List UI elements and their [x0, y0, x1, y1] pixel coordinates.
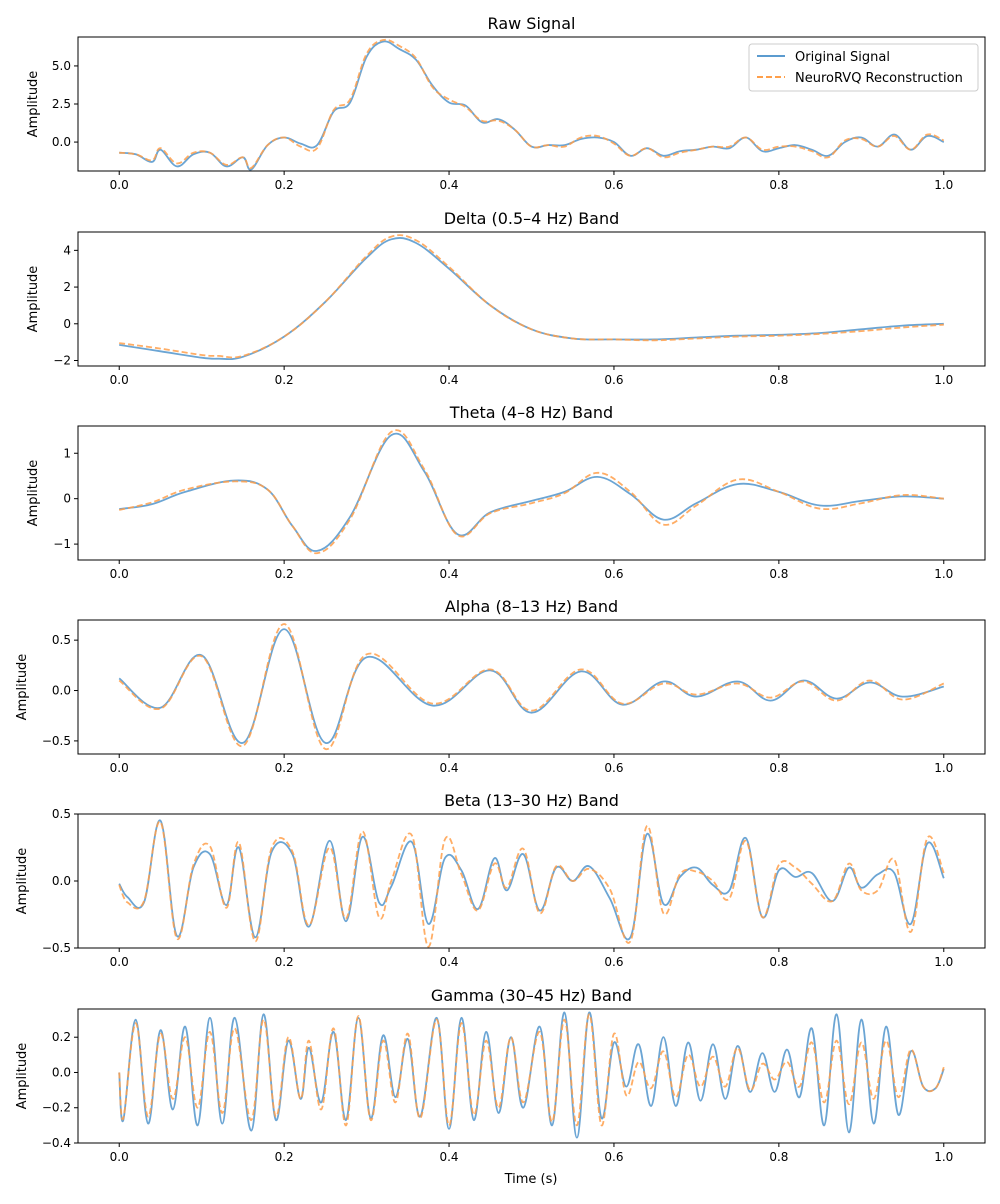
x-tick-label: 0.8 — [769, 955, 788, 969]
y-tick-label: 1 — [63, 446, 71, 460]
y-tick-label: 0.0 — [52, 874, 71, 888]
series-group — [119, 38, 945, 171]
x-tick-label: 0.0 — [110, 955, 129, 969]
y-axis-label: Amplitude — [15, 654, 30, 721]
x-tick-label: 1.0 — [934, 761, 953, 775]
x-tick-label: 0.2 — [275, 178, 294, 192]
x-tick-label: 0.4 — [439, 373, 458, 387]
x-tick-label: 0.4 — [439, 955, 458, 969]
series-reconstruction-line — [119, 234, 944, 359]
x-tick-label: 0.2 — [275, 373, 294, 387]
series-group — [118, 623, 945, 750]
panel-beta: Beta (13–30 Hz) Band Amplitude 0.0 0.2 0.4 0.… — [15, 791, 986, 969]
y-tick-label: −0.5 — [42, 941, 71, 955]
series-original-line — [118, 628, 945, 744]
y-tick-label: 4 — [63, 243, 71, 257]
x-tick-label: 0.4 — [439, 567, 458, 581]
panel-title: Gamma (30–45 Hz) Band — [431, 986, 632, 1005]
panel-theta: Theta (4–8 Hz) Band Amplitude 0.0 0.2 0.4 0.6… — [26, 403, 986, 581]
x-tick-label: 1.0 — [934, 955, 953, 969]
series-group — [118, 819, 945, 948]
x-tick-label: 0.6 — [604, 761, 623, 775]
axes-frame — [77, 619, 986, 755]
y-tick-label: 0.5 — [52, 807, 71, 821]
x-tick-label: 0.6 — [604, 1150, 623, 1164]
axes-frame — [77, 231, 986, 367]
y-tick-label: 0.0 — [52, 1065, 71, 1079]
series-original-line — [118, 819, 945, 941]
x-tick-label: 0.4 — [439, 1150, 458, 1164]
series-group — [118, 429, 944, 555]
series-reconstruction-line — [118, 623, 945, 750]
y-tick-label: −0.4 — [42, 1136, 71, 1150]
y-tick-label: −0.5 — [42, 734, 71, 748]
x-tick-label: 1.0 — [934, 373, 953, 387]
panel-title: Raw Signal — [488, 14, 576, 33]
axes-frame — [77, 425, 986, 561]
y-tick-label: 0.0 — [52, 135, 71, 149]
x-tick-label: 0.0 — [110, 567, 129, 581]
axes-frame — [77, 1008, 986, 1144]
y-tick-label: 5.0 — [52, 59, 71, 73]
y-tick-label: 2 — [63, 280, 71, 294]
y-tick-label: 0.5 — [52, 633, 71, 647]
y-axis-label: Amplitude — [26, 71, 41, 138]
y-tick-label: 0 — [63, 317, 71, 331]
x-tick-label: 0.6 — [604, 955, 623, 969]
panel-title: Theta (4–8 Hz) Band — [449, 403, 613, 422]
x-tick-label: 0.8 — [769, 567, 788, 581]
series-reconstruction-line — [119, 38, 945, 170]
y-axis-label: Amplitude — [26, 266, 41, 333]
panel-title: Beta (13–30 Hz) Band — [444, 791, 619, 810]
x-tick-label: 0.2 — [275, 567, 294, 581]
x-tick-label: 0.2 — [275, 1150, 294, 1164]
series-group — [119, 234, 944, 361]
x-tick-label: 0.0 — [110, 178, 129, 192]
legend-label-reconstruction: NeuroRVQ Reconstruction — [795, 71, 963, 86]
legend: Original Signal NeuroRVQ Reconstruction — [748, 43, 979, 92]
panel-gamma: Gamma (30–45 Hz) Band Amplitude 0.0 0.2 0.4 0… — [15, 986, 986, 1164]
y-tick-label: 2.5 — [52, 97, 71, 111]
x-tick-label: 0.6 — [604, 567, 623, 581]
x-axis-label: Time (s) — [504, 1172, 558, 1187]
series-group — [118, 1011, 945, 1139]
series-reconstruction-line — [118, 821, 945, 948]
x-tick-label: 0.2 — [275, 955, 294, 969]
y-tick-label: 0 — [63, 492, 71, 506]
series-reconstruction-line — [118, 1013, 945, 1127]
x-tick-label: 0.8 — [769, 761, 788, 775]
panel-title: Alpha (8–13 Hz) Band — [445, 597, 618, 616]
x-tick-label: 1.0 — [934, 178, 953, 192]
y-axis-label: Amplitude — [26, 460, 41, 527]
x-tick-label: 0.0 — [110, 761, 129, 775]
panel-alpha: Alpha (8–13 Hz) Band Amplitude 0.0 0.2 0.4 0.… — [15, 597, 986, 775]
x-tick-label: 0.2 — [275, 761, 294, 775]
y-tick-label: −0.2 — [42, 1101, 71, 1115]
x-tick-label: 0.6 — [604, 373, 623, 387]
x-tick-label: 0.0 — [110, 373, 129, 387]
y-tick-label: 0.2 — [52, 1030, 71, 1044]
x-tick-label: 1.0 — [934, 567, 953, 581]
x-tick-label: 1.0 — [934, 1150, 953, 1164]
panel-delta: Delta (0.5–4 Hz) Band Amplitude 0.0 0.2 0.4 0… — [26, 209, 986, 387]
panel-raw: Raw Signal Amplitude 0.0 0.2 0.4 0.6 0.8 1.0 0.0… — [26, 14, 986, 192]
y-tick-label: −1 — [53, 537, 71, 551]
legend-label-original: Original Signal — [795, 50, 890, 65]
x-tick-label: 0.8 — [769, 1150, 788, 1164]
x-tick-label: 0.6 — [604, 178, 623, 192]
legend-frame — [748, 43, 979, 92]
series-reconstruction-line — [118, 429, 944, 555]
y-tick-label: 0.0 — [52, 684, 71, 698]
panel-title: Delta (0.5–4 Hz) Band — [444, 209, 620, 228]
x-tick-label: 0.8 — [769, 178, 788, 192]
y-axis-label: Amplitude — [15, 848, 30, 915]
x-tick-label: 0.0 — [110, 1150, 129, 1164]
y-axis-label: Amplitude — [15, 1043, 30, 1110]
x-tick-label: 0.4 — [439, 761, 458, 775]
x-tick-label: 0.4 — [439, 178, 458, 192]
y-tick-label: −2 — [53, 353, 71, 367]
x-tick-label: 0.8 — [769, 373, 788, 387]
